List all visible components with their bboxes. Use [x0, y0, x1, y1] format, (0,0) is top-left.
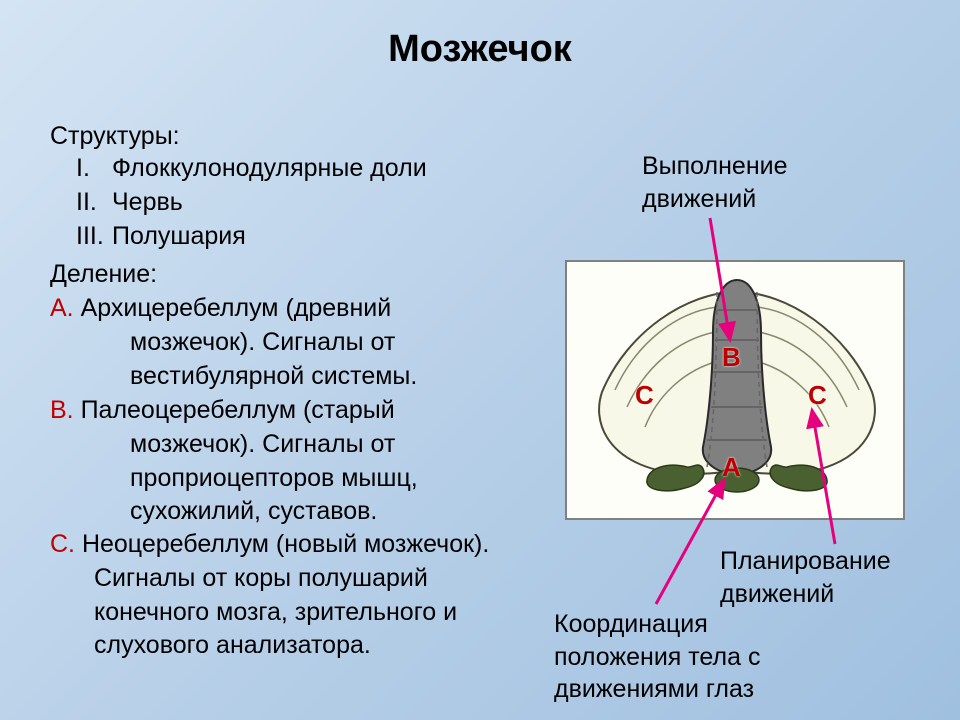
list-item: I.Флоккулонодулярные доли — [76, 152, 427, 186]
marker-b: B — [722, 342, 741, 373]
flocculus-left — [647, 465, 704, 491]
page-title: Мозжечок — [0, 0, 960, 71]
division-header: Деление: — [50, 258, 157, 292]
letter-c: C. — [50, 530, 75, 558]
callout-bottom: Координацияположения тела сдвижениями гл… — [554, 608, 760, 706]
section-b: B. Палеоцеребеллум (старый мозжечок). Си… — [50, 394, 418, 529]
marker-c-right: C — [808, 380, 827, 411]
cerebellum-diagram — [555, 250, 915, 530]
section-c: C. Неоцеребеллум (новый мозжечок). Сигна… — [50, 528, 489, 663]
callout-right: Планированиедвижений — [720, 545, 891, 610]
list-item: II.Червь — [76, 186, 427, 220]
marker-a: A — [722, 452, 741, 483]
cerebellum-svg — [567, 262, 907, 522]
list-item: III.Полушария — [76, 220, 427, 254]
letter-a: A. — [50, 294, 74, 322]
structures-header: Структуры: — [50, 120, 180, 154]
section-a: A. Архицеребеллум (древний мозжечок). Си… — [50, 292, 417, 393]
callout-top: Выполнениедвижений — [642, 150, 788, 215]
marker-c-left: C — [635, 380, 654, 411]
letter-b: B. — [50, 396, 74, 424]
structures-list: I.Флоккулонодулярные доли II.Червь III.П… — [50, 152, 427, 253]
flocculus-right — [770, 465, 827, 491]
